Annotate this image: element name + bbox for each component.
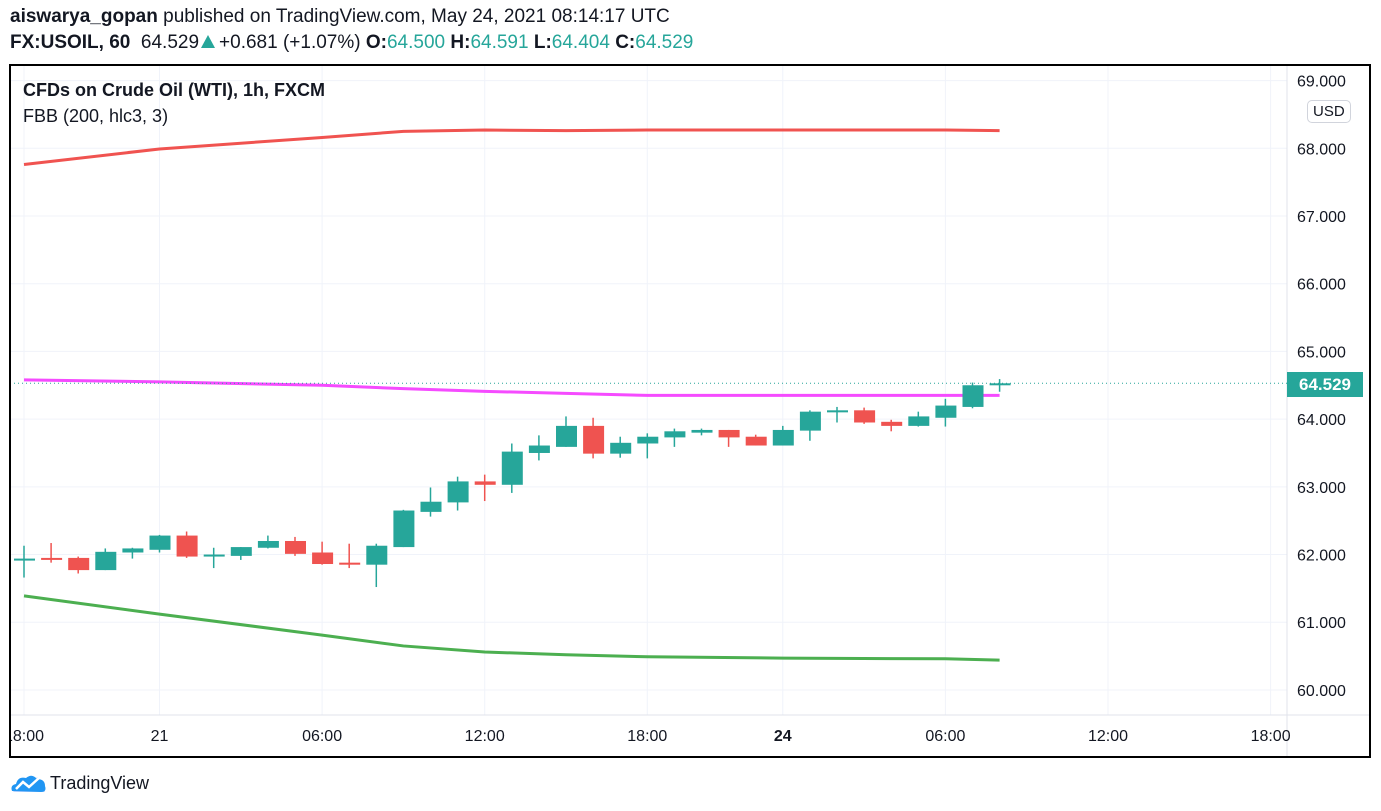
close-value: 64.529 bbox=[635, 32, 694, 53]
time-tick-label: 24 bbox=[774, 728, 792, 745]
candle-body bbox=[312, 552, 334, 565]
candle-body bbox=[176, 535, 198, 557]
candle-body bbox=[68, 557, 90, 571]
upper-band-line bbox=[23, 128, 1000, 167]
price-tick-label: 64.000 bbox=[1297, 412, 1346, 429]
candle-body bbox=[41, 557, 63, 560]
candle-body bbox=[149, 535, 171, 550]
indicator-legend[interactable]: FBB (200, hlc3, 3) bbox=[23, 106, 169, 126]
price-tick-label: 65.000 bbox=[1297, 344, 1346, 361]
chart-title: CFDs on Crude Oil (WTI), 1h, FXCM bbox=[23, 80, 325, 100]
candle-body bbox=[854, 410, 876, 423]
published-text: published on TradingView.com, May 24, 20… bbox=[163, 6, 670, 27]
symbol-info: FX:USOIL, 60 64.529 +0.681 (+1.07%) O:64.… bbox=[10, 32, 693, 54]
candle-body bbox=[637, 436, 659, 444]
candle-body bbox=[203, 554, 225, 557]
time-tick-label: 12:00 bbox=[465, 728, 505, 745]
candle-body bbox=[908, 416, 930, 426]
candle-body bbox=[718, 429, 740, 438]
open-value: 64.500 bbox=[386, 32, 446, 53]
open-label: O: bbox=[365, 32, 387, 53]
candle-body bbox=[285, 540, 306, 554]
candle-body bbox=[420, 501, 442, 512]
tradingview-logo-icon bbox=[11, 775, 46, 792]
time-tick-label: 18:00 bbox=[1251, 728, 1291, 745]
time-tick-label: 12:00 bbox=[1088, 728, 1128, 745]
candle-body bbox=[935, 405, 957, 418]
candle-body bbox=[799, 411, 821, 431]
lower-band-line bbox=[23, 594, 1000, 662]
candle-body bbox=[962, 385, 984, 407]
candle-body bbox=[881, 421, 903, 426]
candle-body bbox=[745, 436, 767, 446]
price-tick-label: 63.000 bbox=[1297, 480, 1346, 497]
candle-body bbox=[474, 481, 496, 485]
price-tick-label: 67.000 bbox=[1297, 209, 1346, 226]
candle-body bbox=[14, 558, 35, 561]
candle-body bbox=[393, 510, 415, 548]
candle-body bbox=[230, 547, 252, 556]
close-label: C: bbox=[615, 32, 636, 53]
candle-body bbox=[583, 425, 605, 454]
time-tick-label: 06:00 bbox=[925, 728, 965, 745]
candle-body bbox=[366, 545, 388, 565]
candle-body bbox=[257, 540, 279, 548]
price-tick-label: 66.000 bbox=[1297, 277, 1346, 294]
candle-body bbox=[664, 431, 686, 438]
candle-body bbox=[339, 562, 361, 565]
basis-line bbox=[23, 378, 1000, 397]
candle-body bbox=[122, 548, 144, 553]
symbol-name: FX:USOIL, 60 bbox=[10, 32, 131, 53]
price-tick-label: 68.000 bbox=[1297, 141, 1346, 158]
time-tick-label: 18:00 bbox=[4, 728, 44, 745]
candle-body bbox=[556, 425, 577, 447]
publish-info: aiswarya_gopan published on TradingView.… bbox=[10, 6, 670, 28]
low-value: 64.404 bbox=[551, 32, 610, 53]
currency-badge[interactable]: USD bbox=[1307, 100, 1351, 123]
candle-body bbox=[989, 383, 1011, 386]
price-change: +0.681 (+1.07%) bbox=[219, 32, 361, 53]
price-tick-label: 60.000 bbox=[1297, 683, 1346, 700]
chart-frame bbox=[9, 64, 1371, 758]
candle-body bbox=[95, 551, 117, 571]
footer-brand[interactable]: TradingView bbox=[50, 773, 150, 793]
candle-body bbox=[827, 410, 848, 413]
time-tick-label: 18:00 bbox=[627, 728, 667, 745]
candle-body bbox=[772, 429, 794, 446]
candle-body bbox=[610, 442, 632, 454]
candle-body bbox=[501, 451, 523, 485]
last-price: 64.529 bbox=[140, 32, 200, 53]
time-tick-label: 21 bbox=[151, 728, 169, 745]
candle-body bbox=[528, 445, 550, 453]
price-tick-label: 62.000 bbox=[1297, 548, 1346, 565]
candle-body bbox=[691, 429, 713, 433]
price-tick-label: 61.000 bbox=[1297, 615, 1346, 632]
author-name[interactable]: aiswarya_gopan bbox=[10, 6, 158, 27]
high-value: 64.591 bbox=[470, 32, 529, 53]
last-price-tag: 64.529 bbox=[1287, 372, 1363, 397]
time-tick-label: 06:00 bbox=[302, 728, 342, 745]
low-label: L: bbox=[533, 32, 552, 53]
left-mask bbox=[0, 65, 10, 757]
high-label: H: bbox=[450, 32, 471, 53]
price-tick-label: 69.000 bbox=[1297, 74, 1346, 91]
up-arrow-icon bbox=[201, 35, 216, 48]
candle-body bbox=[447, 481, 469, 503]
